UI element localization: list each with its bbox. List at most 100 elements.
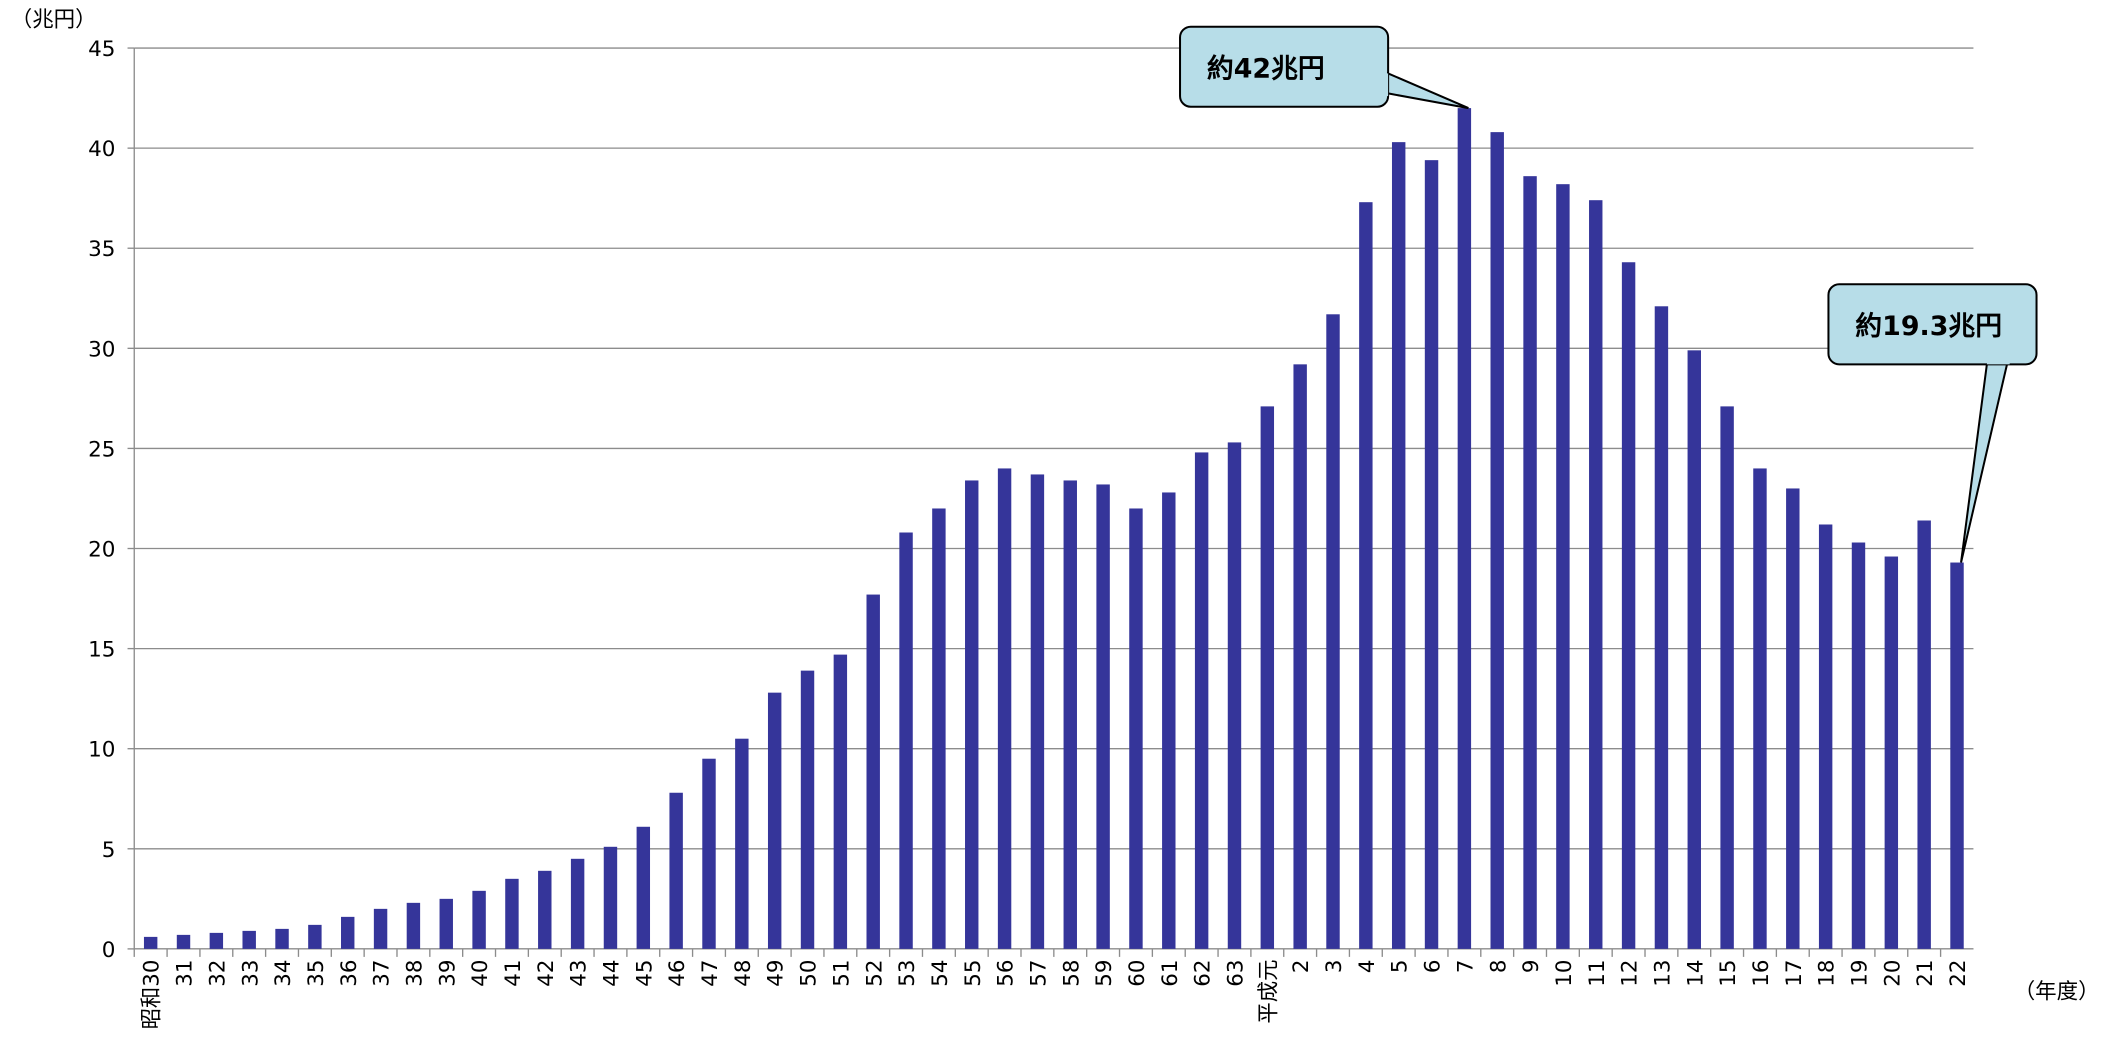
x-tick-label: 42	[534, 960, 559, 987]
x-tick-label: 37	[370, 960, 395, 987]
bar	[1457, 108, 1472, 949]
bar	[1490, 132, 1504, 949]
bar	[1326, 314, 1340, 949]
y-tick-label: 15	[88, 638, 115, 663]
bar	[1030, 474, 1045, 949]
bar	[669, 792, 683, 949]
bar	[1194, 452, 1209, 949]
bar	[800, 670, 815, 949]
bar	[1063, 480, 1077, 949]
bar	[735, 738, 749, 949]
bar	[143, 936, 158, 949]
x-tick-label: 5	[1388, 960, 1413, 974]
y-tick-label: 25	[88, 437, 115, 462]
x-tick-label: 35	[304, 960, 329, 987]
x-tick-label: 63	[1223, 960, 1248, 987]
x-tick-label: 4	[1355, 960, 1380, 974]
x-tick-label: 60	[1125, 960, 1150, 987]
y-unit: （兆円）	[11, 8, 97, 33]
callout: 約19.3兆円	[1827, 283, 2038, 563]
bar	[1786, 488, 1800, 949]
x-tick-label: 3	[1322, 960, 1347, 974]
callout-box	[1827, 283, 2038, 366]
x-tick-label: 58	[1059, 960, 1084, 987]
callout-patch	[1385, 73, 1389, 97]
bar	[1293, 364, 1307, 949]
x-tick-label: 51	[829, 960, 854, 987]
x-tick-label: 55	[961, 960, 986, 987]
callout-pointer	[1387, 71, 1469, 110]
x-tick-label: 62	[1191, 960, 1216, 987]
x-tick-label: 44	[599, 960, 624, 987]
y-tick-label: 0	[102, 938, 116, 963]
x-tick-label: 59	[1092, 960, 1117, 987]
bar	[1129, 508, 1143, 949]
bar	[767, 692, 782, 949]
y-tick-label: 40	[88, 137, 115, 162]
x-tick-label: 49	[764, 960, 789, 987]
x-tick-label: 40	[468, 960, 493, 987]
bar	[209, 932, 224, 949]
bar	[176, 934, 191, 949]
bar	[1523, 176, 1537, 949]
x-tick-label: 38	[402, 960, 427, 987]
bar	[1589, 200, 1603, 949]
callout-pointer	[1960, 363, 2009, 563]
x-tick-label: 47	[698, 960, 723, 987]
x-tick-label: 36	[337, 960, 362, 987]
bar	[702, 758, 716, 949]
bar	[866, 594, 880, 949]
x-tick-label: 平成元	[1256, 960, 1281, 1024]
x-tick-label: 22	[1946, 960, 1971, 987]
bar	[1851, 542, 1866, 949]
x-tick-label: 41	[501, 960, 526, 987]
x-tick-label: 8	[1486, 960, 1511, 974]
x-tick-label: 32	[205, 960, 230, 987]
bar	[1162, 492, 1176, 949]
bar	[308, 924, 322, 949]
x-tick-label: 53	[895, 960, 920, 987]
x-tick-label: 6	[1421, 960, 1446, 974]
bar	[406, 902, 421, 949]
x-tick-label: 18	[1815, 960, 1840, 987]
x-tick-label: 34	[271, 960, 296, 987]
bar	[1950, 562, 1964, 949]
x-tick-label: 14	[1683, 960, 1708, 987]
x-tick-label: 61	[1158, 960, 1183, 987]
bar	[833, 654, 848, 949]
x-tick-label: 43	[567, 960, 592, 987]
bar	[636, 826, 651, 949]
y-tick-label: 10	[88, 738, 115, 763]
x-tick-label: 2	[1289, 960, 1314, 974]
bar	[1818, 524, 1833, 949]
x-tick-label: 9	[1519, 960, 1544, 974]
y-tick-label: 30	[88, 337, 115, 362]
x-tick-label: 56	[994, 960, 1019, 987]
bar	[1556, 184, 1570, 949]
y-tick-label: 20	[88, 538, 115, 563]
bar	[899, 532, 913, 949]
x-tick-label: 12	[1618, 960, 1643, 987]
x-tick-label: 7	[1453, 960, 1478, 974]
bar	[965, 480, 979, 949]
bar	[373, 908, 388, 949]
x-tick-label: 19	[1847, 960, 1872, 987]
x-tick-label: 52	[862, 960, 887, 987]
x-tick-label: 46	[665, 960, 690, 987]
bar	[1621, 262, 1636, 949]
x-tick-label: 39	[435, 960, 460, 987]
bar	[997, 468, 1012, 949]
x-tick-label: 21	[1913, 960, 1938, 987]
bar	[1424, 160, 1439, 949]
bar	[472, 890, 486, 949]
x-tick-label: 20	[1880, 960, 1905, 987]
callout-box	[1179, 25, 1390, 108]
bar	[1391, 142, 1406, 949]
bar	[275, 928, 289, 949]
x-tick-label: 33	[238, 960, 263, 987]
x-tick-label: 16	[1749, 960, 1774, 987]
x-tick-label: 45	[632, 960, 657, 987]
x-tick-label: 11	[1585, 960, 1610, 987]
